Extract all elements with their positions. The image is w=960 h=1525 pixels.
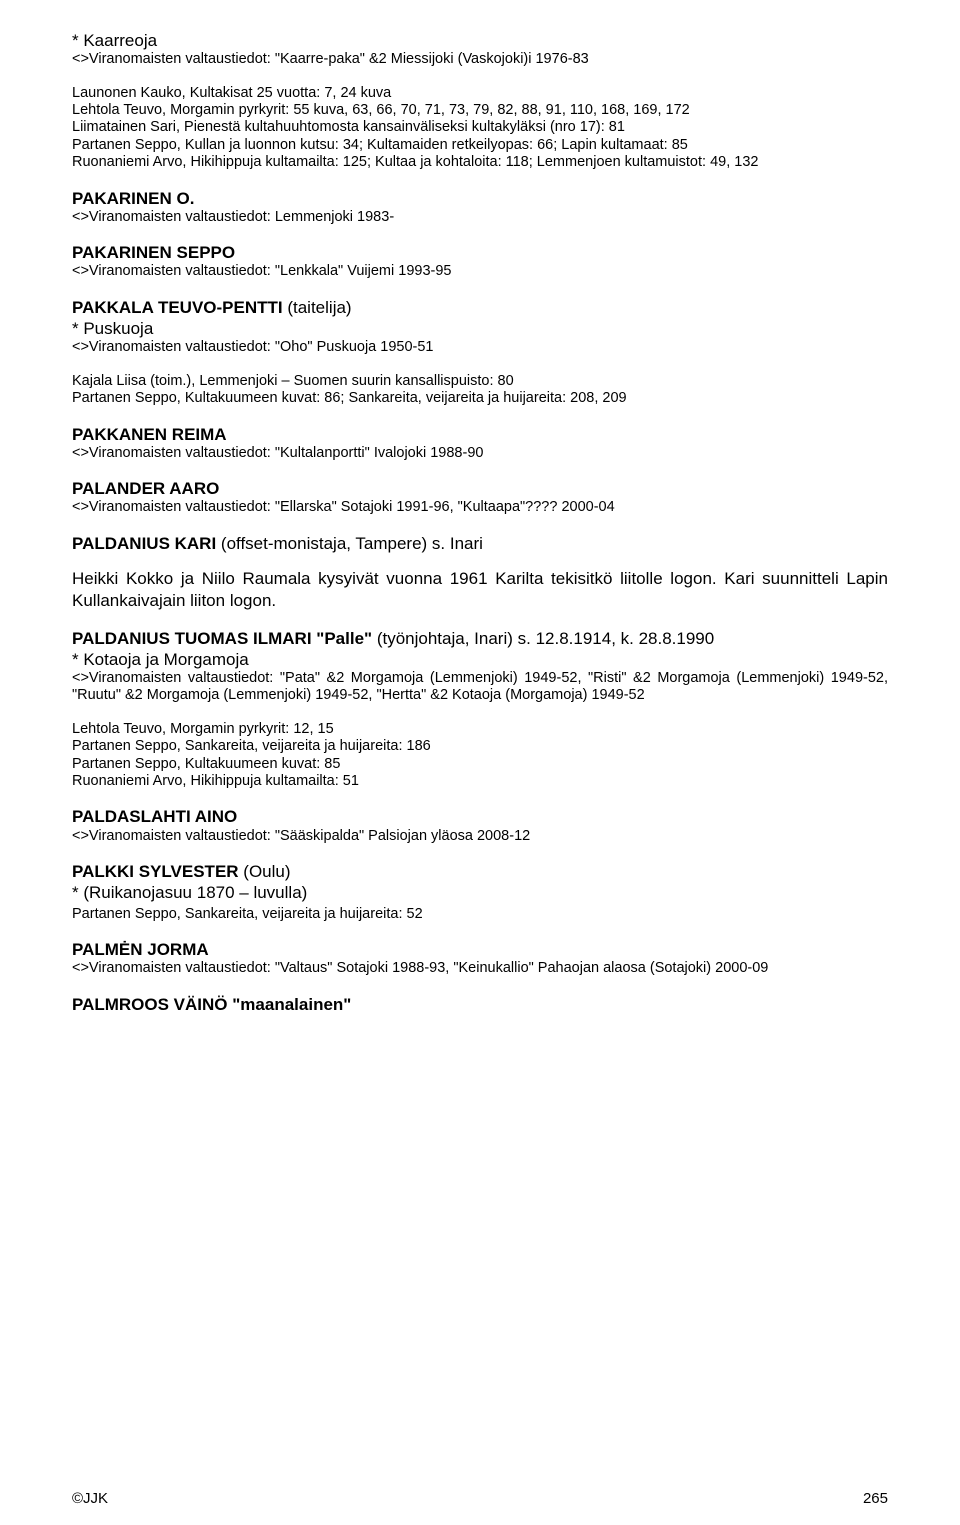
kaarreoja-title: * Kaarreoja [72, 30, 888, 51]
pakarinen-o-heading: PAKARINEN O. [72, 188, 888, 209]
paldanius-tuomas-meta: <>Viranomaisten valtaustiedot: "Pata" &2… [72, 670, 888, 705]
footer-right: 265 [863, 1490, 888, 1507]
entry-paldaslahti: PALDASLAHTI AINO <>Viranomaisten valtaus… [72, 806, 888, 845]
pakarinen-seppo-meta: <>Viranomaisten valtaustiedot: "Lenkkala… [72, 263, 888, 280]
pakkala-heading-line: PAKKALA TEUVO-PENTTI (taitelija) [72, 297, 888, 318]
palkki-sub: * (Ruikanojasuu 1870 – luvulla) [72, 882, 888, 903]
palkki-heading-line: PALKKI SYLVESTER (Oulu) [72, 861, 888, 882]
page-footer: ©JJK 265 [72, 1490, 888, 1507]
palmen-heading: PALMĖN JORMA [72, 939, 888, 960]
entry-pakarinen-o: PAKARINEN O. <>Viranomaisten valtaustied… [72, 188, 888, 227]
paldaslahti-heading: PALDASLAHTI AINO [72, 806, 888, 827]
palmen-meta: <>Viranomaisten valtaustiedot: "Valtaus"… [72, 960, 888, 977]
entry-pakarinen-seppo: PAKARINEN SEPPO <>Viranomaisten valtaust… [72, 242, 888, 281]
kaarreoja-refs: Launonen Kauko, Kultakisat 25 vuotta: 7,… [72, 85, 888, 172]
paldanius-kari-body: Heikki Kokko ja Niilo Raumala kysyivät v… [72, 568, 888, 612]
paldanius-tuomas-refs: Lehtola Teuvo, Morgamin pyrkyrit: 12, 15… [72, 721, 888, 791]
palander-meta: <>Viranomaisten valtaustiedot: "Ellarska… [72, 499, 888, 516]
palmroos-heading: PALMROOS VÄINÖ "maanalainen" [72, 994, 888, 1015]
entry-palmen: PALMĖN JORMA <>Viranomaisten valtaustied… [72, 939, 888, 978]
paldanius-kari-heading-line: PALDANIUS KARI (offset-monistaja, Tamper… [72, 533, 888, 554]
palkki-refs: Partanen Seppo, Sankareita, veijareita j… [72, 906, 888, 923]
pakkanen-heading: PAKKANEN REIMA [72, 424, 888, 445]
entry-palkki: PALKKI SYLVESTER (Oulu) * (Ruikanojasuu … [72, 861, 888, 923]
pakkala-refs: Kajala Liisa (toim.), Lemmenjoki – Suome… [72, 373, 888, 408]
paldanius-kari-heading: PALDANIUS KARI [72, 534, 221, 553]
pakkala-heading: PAKKALA TEUVO-PENTTI [72, 298, 287, 317]
palander-heading: PALANDER AARO [72, 478, 888, 499]
paldaslahti-meta: <>Viranomaisten valtaustiedot: "Sääskipa… [72, 828, 888, 845]
palkki-heading: PALKKI SYLVESTER [72, 862, 243, 881]
entry-palander: PALANDER AARO <>Viranomaisten valtaustie… [72, 478, 888, 517]
paldanius-tuomas-suffix: (työnjohtaja, Inari) s. 12.8.1914, k. 28… [377, 629, 714, 648]
paldanius-tuomas-heading-line: PALDANIUS TUOMAS ILMARI "Palle" (työnjoh… [72, 628, 888, 649]
pakarinen-seppo-heading: PAKARINEN SEPPO [72, 242, 888, 263]
paldanius-tuomas-sub: * Kotaoja ja Morgamoja [72, 649, 888, 670]
entry-pakkanen: PAKKANEN REIMA <>Viranomaisten valtausti… [72, 424, 888, 463]
entry-kaarreoja: * Kaarreoja <>Viranomaisten valtaustiedo… [72, 30, 888, 172]
paldanius-kari-suffix: (offset-monistaja, Tampere) s. Inari [221, 534, 483, 553]
palkki-suffix: (Oulu) [243, 862, 290, 881]
entry-pakkala: PAKKALA TEUVO-PENTTI (taitelija) * Pusku… [72, 297, 888, 408]
kaarreoja-meta: <>Viranomaisten valtaustiedot: "Kaarre-p… [72, 51, 888, 68]
pakarinen-o-meta: <>Viranomaisten valtaustiedot: Lemmenjok… [72, 209, 888, 226]
entry-paldanius-tuomas: PALDANIUS TUOMAS ILMARI "Palle" (työnjoh… [72, 628, 888, 791]
pakkala-meta: <>Viranomaisten valtaustiedot: "Oho" Pus… [72, 339, 888, 356]
paldanius-tuomas-heading: PALDANIUS TUOMAS ILMARI "Palle" [72, 629, 377, 648]
pakkala-sub: * Puskuoja [72, 318, 888, 339]
pakkanen-meta: <>Viranomaisten valtaustiedot: "Kultalan… [72, 445, 888, 462]
entry-paldanius-kari: PALDANIUS KARI (offset-monistaja, Tamper… [72, 533, 888, 612]
pakkala-heading-suffix: (taitelija) [287, 298, 351, 317]
footer-left: ©JJK [72, 1490, 108, 1507]
entry-palmroos: PALMROOS VÄINÖ "maanalainen" [72, 994, 888, 1015]
